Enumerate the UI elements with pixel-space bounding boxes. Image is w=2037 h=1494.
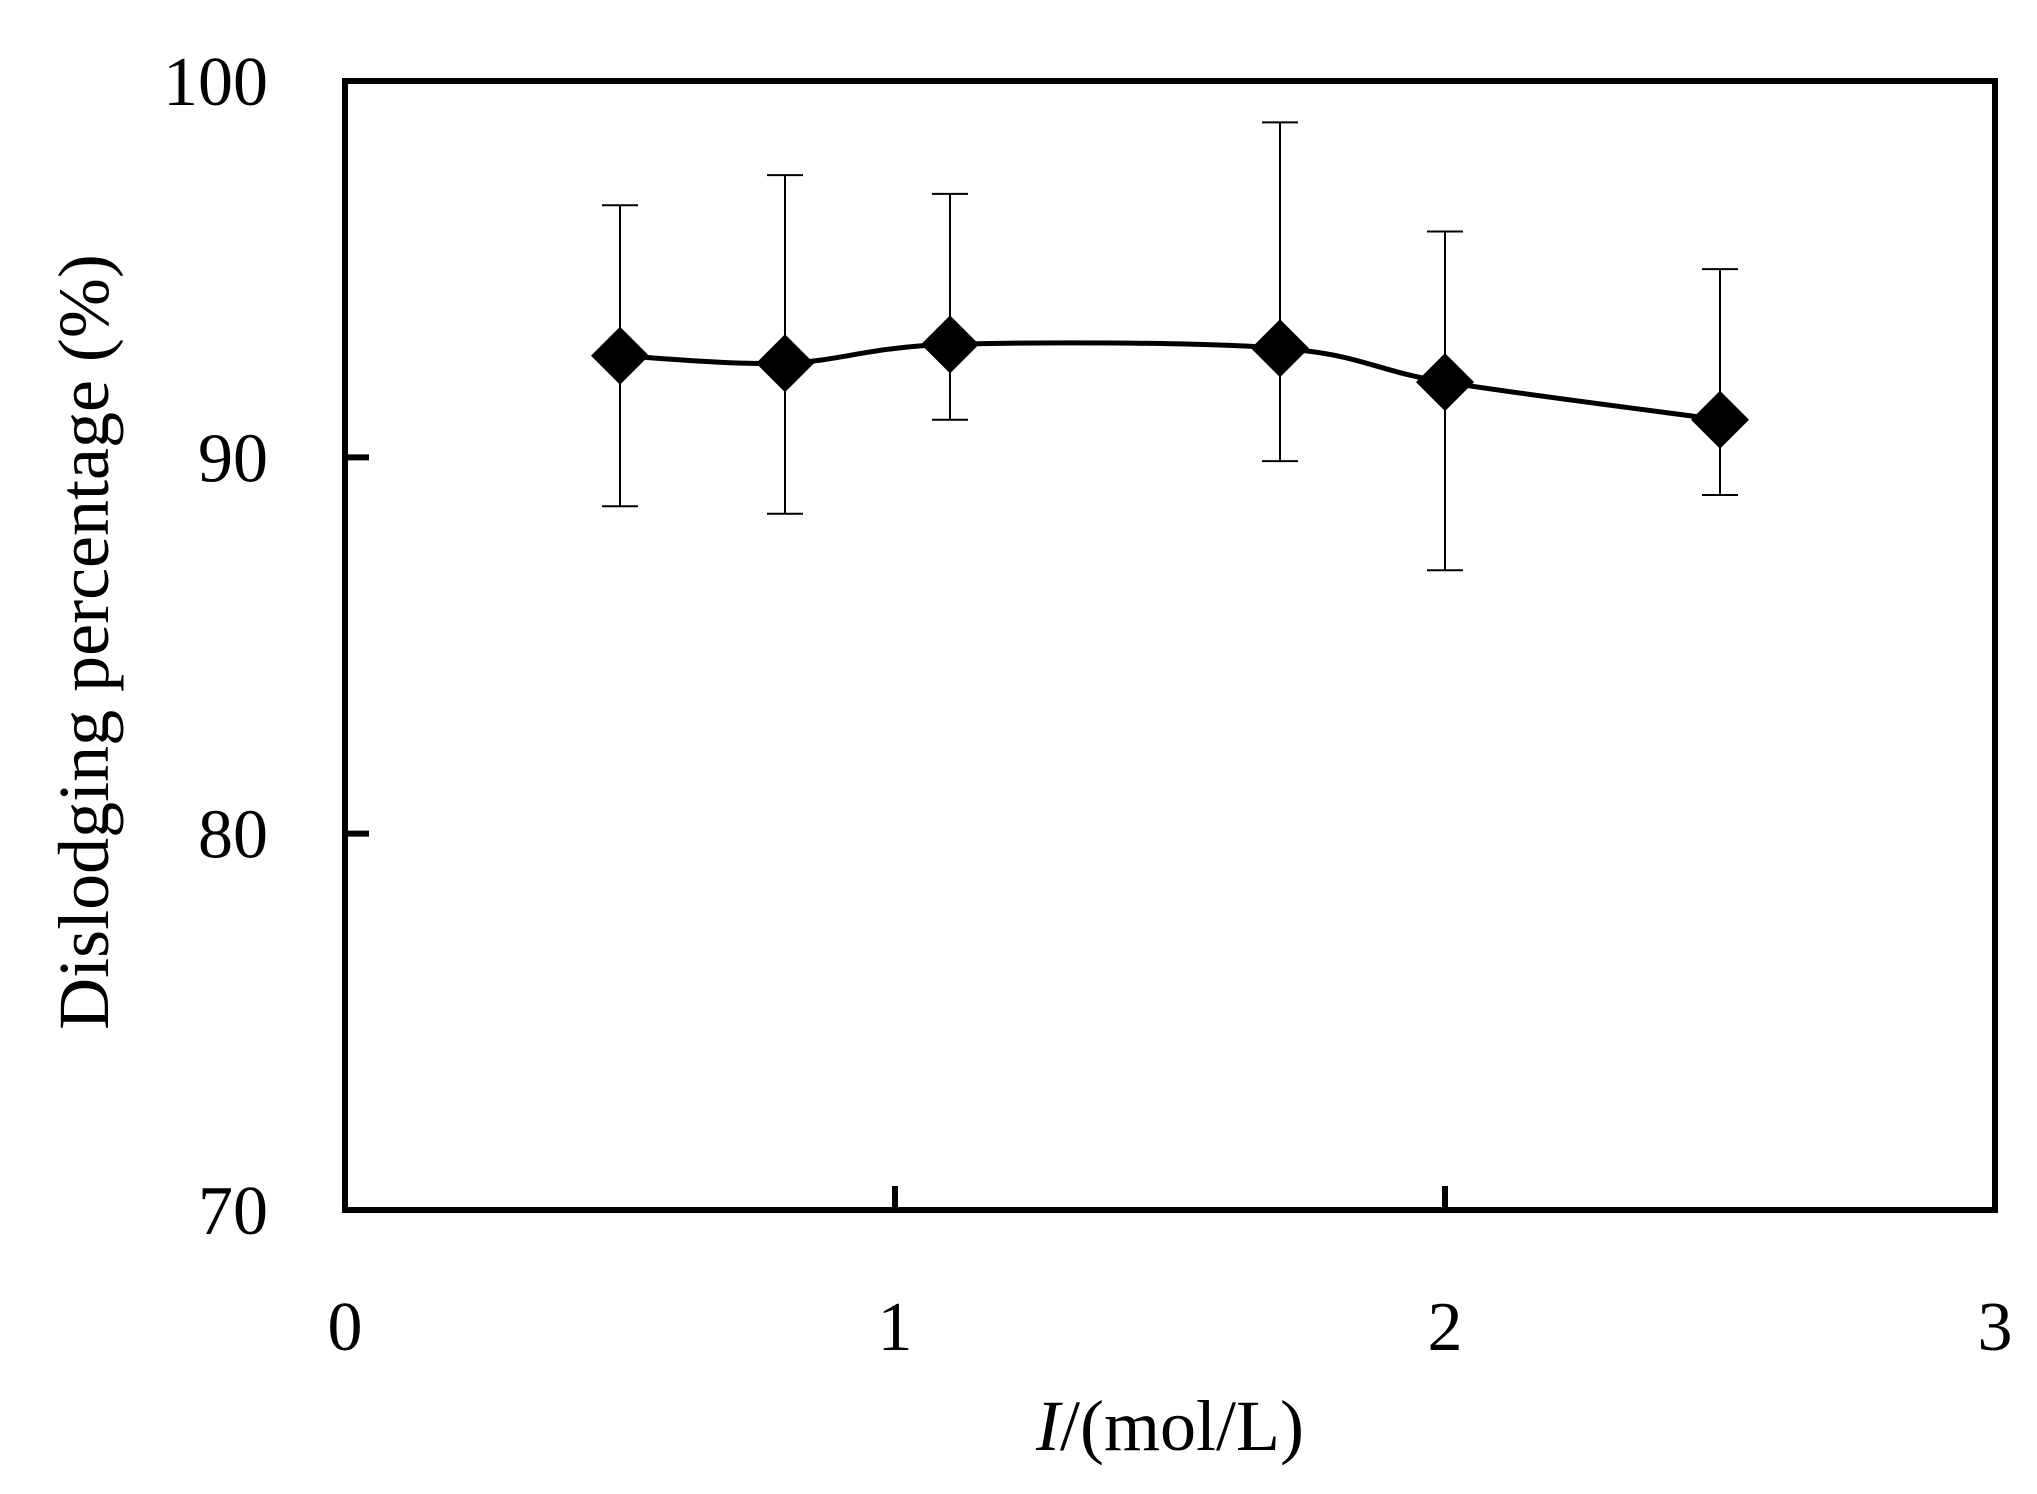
data-point-2	[921, 315, 979, 374]
y-tick-label-1: 80	[198, 797, 268, 874]
error-bar-2	[932, 192, 968, 421]
tick-labels: 0 1 2 3 70 80 90 100	[163, 44, 2013, 1366]
x-tick-label-3: 3	[1978, 1289, 2013, 1366]
axis-ticks	[342, 78, 1998, 1213]
data-point-3	[1251, 319, 1309, 378]
error-bar-5	[1702, 268, 1738, 496]
y-tick-label-2: 90	[198, 420, 268, 497]
data-point-5	[1691, 390, 1749, 449]
x-tick-label-0: 0	[328, 1289, 363, 1366]
x-tick-label-1: 1	[878, 1289, 913, 1366]
y-tick-label-0: 70	[198, 1173, 268, 1250]
x-axis-title-italic: I	[1035, 1386, 1063, 1466]
data-point-1	[756, 334, 814, 393]
data-point-4	[1416, 353, 1474, 412]
x-axis-title-unit: /(mol/L)	[1060, 1386, 1304, 1466]
data-point-0	[591, 326, 649, 385]
y-axis-title: Dislodging percentage (%)	[44, 254, 124, 1030]
x-tick-label-2: 2	[1428, 1289, 1463, 1366]
plot-area-frame	[342, 78, 1998, 1213]
error-bar-3	[1262, 121, 1298, 463]
y-tick-label-3: 100	[163, 44, 268, 121]
chart-marks	[591, 121, 1749, 572]
x-axis-title: I/(mol/L)	[1035, 1386, 1304, 1466]
